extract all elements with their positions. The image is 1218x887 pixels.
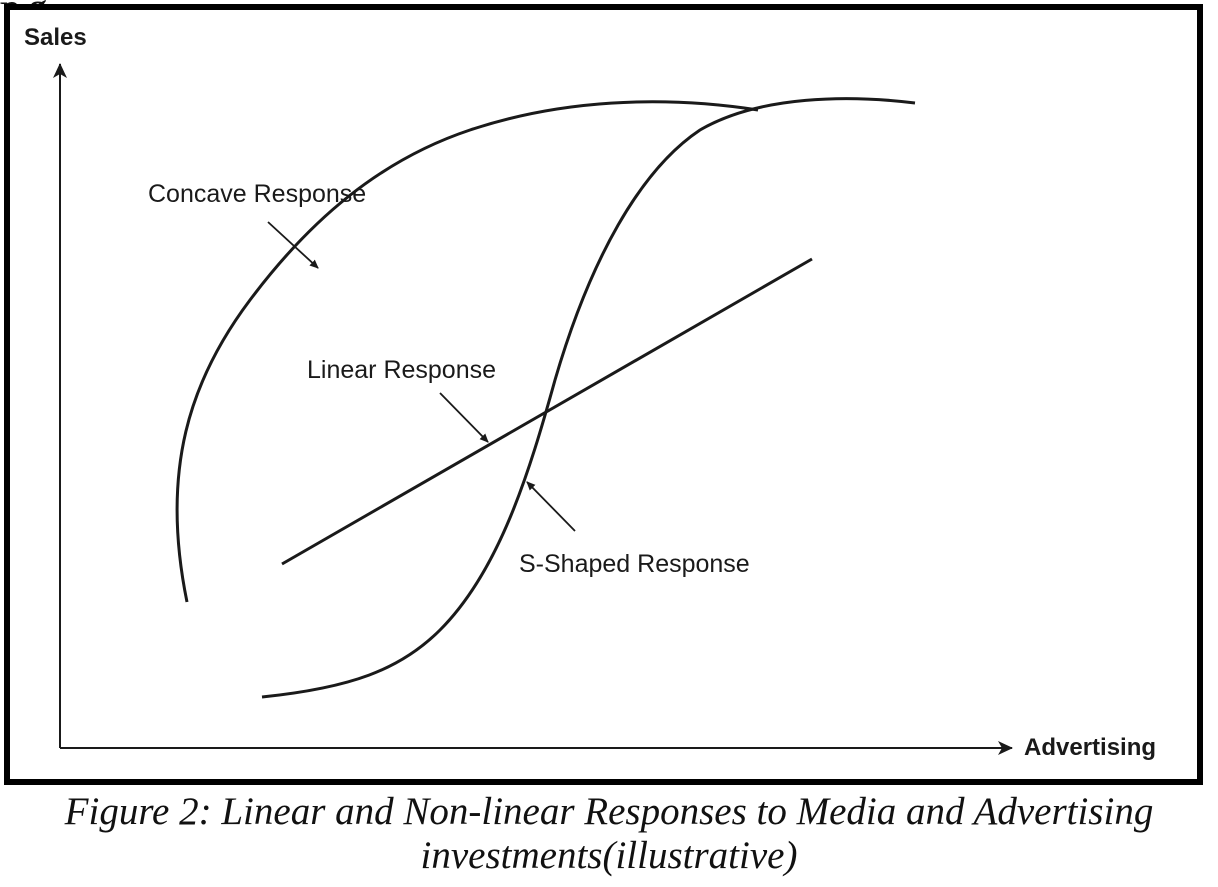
- concave-response-curve: [175, 100, 759, 603]
- caption-line-1: Figure 2: Linear and Non-linear Response…: [64, 790, 1154, 833]
- concave-pointer-arrow: [267, 221, 319, 269]
- s-shaped-pointer-arrow: [526, 481, 576, 532]
- caption-line-2: investments(illustrative): [420, 834, 798, 877]
- figure-caption: Figure 2: Linear and Non-linear Response…: [0, 790, 1218, 878]
- figure-frame: [4, 4, 1203, 785]
- s-shaped-response-label: S-Shaped Response: [519, 550, 750, 578]
- response-curves-diagram: Sales Advertising Concave Response Linea…: [24, 24, 1156, 761]
- linear-pointer-arrow: [439, 392, 489, 443]
- y-axis-label: Sales: [24, 24, 87, 51]
- linear-response-label: Linear Response: [307, 356, 496, 384]
- concave-response-label: Concave Response: [148, 180, 366, 208]
- x-axis-label: Advertising: [1024, 734, 1156, 761]
- s-shaped-response-curve: [261, 97, 916, 699]
- cropped-heading-fragment: p g: [0, 0, 47, 4]
